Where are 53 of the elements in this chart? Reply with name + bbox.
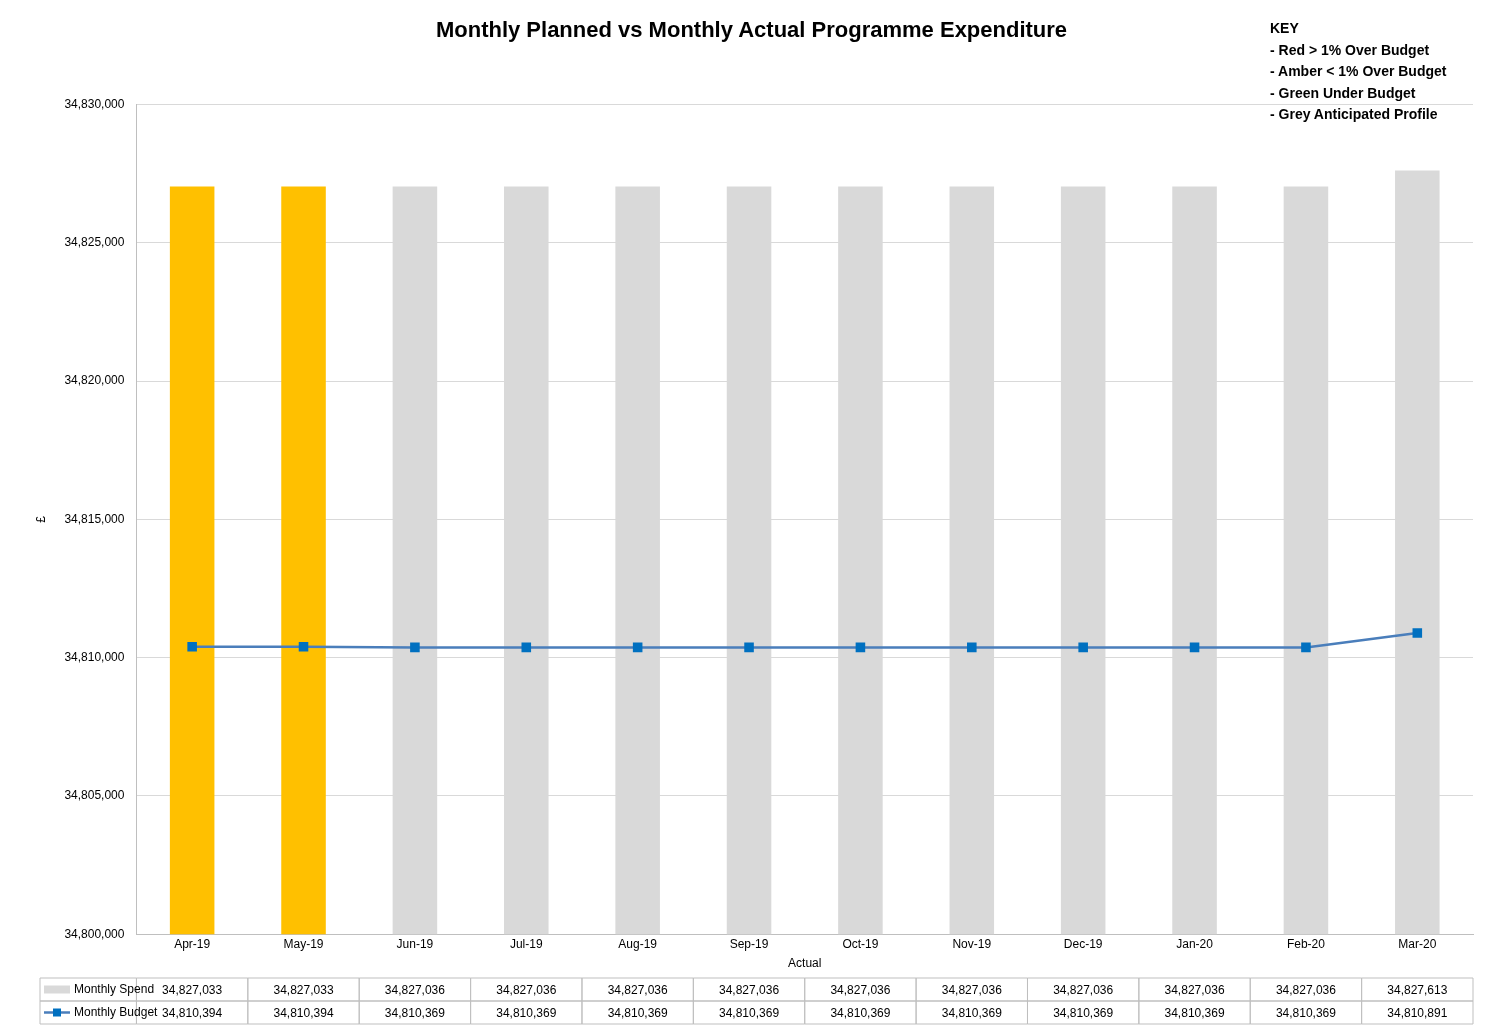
text: - Red > 1% Over Budget [1270, 40, 1431, 60]
text: - Green Under Budget [1270, 83, 1417, 103]
x-tick-label: Sep-19 [729, 936, 769, 951]
data-label: 34,827,036 [1275, 982, 1337, 997]
data-label: 34,827,036 [496, 982, 557, 997]
y-tick-label: 34,820,000 [64, 373, 125, 388]
data-label: 34,827,036 [719, 982, 780, 997]
data-label: 34,810,369 [1275, 1005, 1337, 1020]
chart-title: Monthly Planned vs Monthly Actual Programme Expenditure [435, 17, 1068, 43]
text: KEY [1270, 19, 1300, 38]
x-tick-label: Oct-19 [842, 936, 879, 951]
data-label: 34,810,369 [607, 1005, 669, 1020]
x-tick-label: Jan-20 [1176, 936, 1214, 951]
data-label: 34,810,369 [384, 1005, 446, 1020]
annotation: - Grey Anticipated Profile [1270, 105, 1439, 124]
data-label: 34,827,033 [273, 982, 334, 997]
y-tick-label: 34,815,000 [64, 511, 125, 526]
data-label: 34,827,036 [830, 982, 891, 997]
data-label: 34,827,613 [1387, 982, 1448, 997]
data-label: 34,810,891 [1387, 1005, 1448, 1020]
data-label: 34,810,369 [941, 1005, 1003, 1020]
text: - Amber < 1% Over Budget [1270, 62, 1447, 81]
data-label: 34,810,369 [719, 1005, 780, 1020]
y-tick-label: 34,825,000 [64, 235, 125, 250]
legend-label: Monthly Budget [74, 1004, 159, 1019]
x-axis-title: Actual [788, 956, 822, 971]
y-tick-label: 34,805,000 [64, 788, 125, 803]
y-tick-label: 34,810,000 [64, 649, 125, 664]
x-tick-label: Jun-19 [396, 936, 434, 951]
data-label: 34,827,036 [941, 982, 1003, 997]
legend-label: Monthly Spend [74, 981, 155, 996]
x-tick-label: Nov-19 [952, 936, 992, 951]
x-tick-label: Mar-20 [1398, 936, 1437, 951]
data-label: 34,810,369 [830, 1005, 891, 1020]
data-label: 34,810,394 [162, 1005, 223, 1020]
data-label: 34,810,369 [1164, 1005, 1225, 1020]
y-tick-label: 34,830,000 [64, 96, 125, 111]
data-label: 34,827,033 [162, 982, 223, 997]
data-label: 34,827,036 [384, 982, 446, 997]
data-label: 34,810,369 [496, 1005, 557, 1020]
y-axis-title: £ [33, 515, 48, 523]
y-tick-label: 34,800,000 [64, 926, 125, 941]
x-tick-label: Feb-20 [1286, 936, 1326, 951]
x-tick-label: Dec-19 [1063, 936, 1103, 951]
x-tick-label: Apr-19 [174, 936, 211, 951]
data-label: 34,827,036 [1164, 982, 1225, 997]
x-tick-label: May-19 [283, 936, 324, 951]
x-tick-label: Aug-19 [618, 936, 658, 951]
data-label: 34,810,369 [1053, 1005, 1114, 1020]
data-label: 34,827,036 [1053, 982, 1114, 997]
x-tick-label: Jul-19 [509, 936, 543, 951]
data-label: 34,827,036 [607, 982, 669, 997]
data-label: 34,810,394 [273, 1005, 334, 1020]
